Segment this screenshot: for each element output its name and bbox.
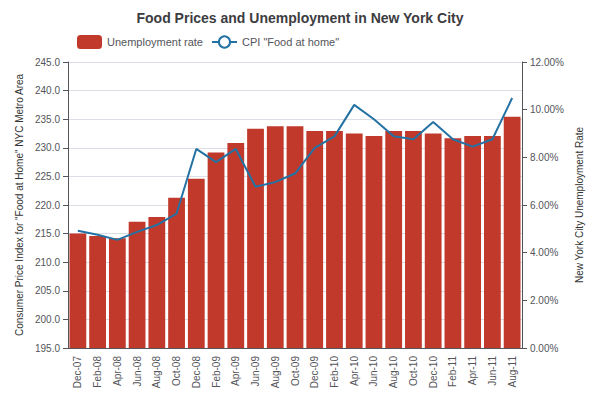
svg-text:Apr-11: Apr-11 — [467, 356, 478, 386]
svg-text:210.0: 210.0 — [35, 257, 60, 268]
svg-text:230.0: 230.0 — [35, 142, 60, 153]
svg-text:Oct-10: Oct-10 — [408, 356, 419, 386]
svg-text:225.0: 225.0 — [35, 171, 60, 182]
svg-text:Aug-09: Aug-09 — [270, 356, 281, 389]
svg-text:New York City Unemployment Rat: New York City Unemployment Rate — [574, 126, 585, 283]
svg-text:Feb-11: Feb-11 — [447, 356, 458, 387]
svg-text:Aug-11: Aug-11 — [507, 356, 518, 388]
svg-text:Unemployment rate: Unemployment rate — [107, 36, 203, 48]
svg-text:Food Prices and Unemployment i: Food Prices and Unemployment in New York… — [137, 10, 464, 26]
svg-text:Feb-08: Feb-08 — [92, 356, 103, 388]
svg-text:10.00%: 10.00% — [530, 104, 564, 115]
svg-text:CPI "Food at home": CPI "Food at home" — [242, 36, 339, 48]
svg-text:Apr-10: Apr-10 — [349, 356, 360, 386]
svg-text:8.00%: 8.00% — [530, 152, 558, 163]
svg-text:Jun-11: Jun-11 — [487, 356, 498, 386]
svg-text:Dec-07: Dec-07 — [72, 356, 83, 389]
svg-text:Feb-10: Feb-10 — [329, 356, 340, 388]
svg-text:Consumer Price Index for "Food: Consumer Price Index for "Food at Home" … — [14, 73, 25, 336]
svg-text:Oct-09: Oct-09 — [290, 356, 301, 386]
svg-text:2.00%: 2.00% — [530, 295, 558, 306]
svg-text:4.00%: 4.00% — [530, 247, 558, 258]
svg-text:245.0: 245.0 — [35, 57, 60, 68]
svg-text:Feb-09: Feb-09 — [211, 356, 222, 388]
svg-text:Dec-08: Dec-08 — [191, 356, 202, 389]
svg-text:195.0: 195.0 — [35, 343, 60, 354]
svg-text:6.00%: 6.00% — [530, 200, 558, 211]
svg-text:Aug-08: Aug-08 — [151, 356, 162, 389]
svg-text:220.0: 220.0 — [35, 200, 60, 211]
svg-text:205.0: 205.0 — [35, 285, 60, 296]
svg-text:200.0: 200.0 — [35, 314, 60, 325]
svg-text:Jun-10: Jun-10 — [368, 356, 379, 387]
svg-text:Oct-08: Oct-08 — [171, 356, 182, 386]
svg-text:Aug-10: Aug-10 — [388, 356, 399, 389]
svg-text:12.00%: 12.00% — [530, 57, 564, 68]
svg-text:Apr-08: Apr-08 — [112, 356, 123, 386]
svg-text:Dec-10: Dec-10 — [428, 356, 439, 389]
svg-text:240.0: 240.0 — [35, 85, 60, 96]
svg-text:Apr-09: Apr-09 — [230, 356, 241, 386]
svg-text:235.0: 235.0 — [35, 114, 60, 125]
svg-text:Jun-09: Jun-09 — [250, 356, 261, 387]
svg-text:Jun-08: Jun-08 — [132, 356, 143, 387]
svg-text:215.0: 215.0 — [35, 228, 60, 239]
svg-text:0.00%: 0.00% — [530, 343, 558, 354]
svg-text:Dec-09: Dec-09 — [309, 356, 320, 389]
